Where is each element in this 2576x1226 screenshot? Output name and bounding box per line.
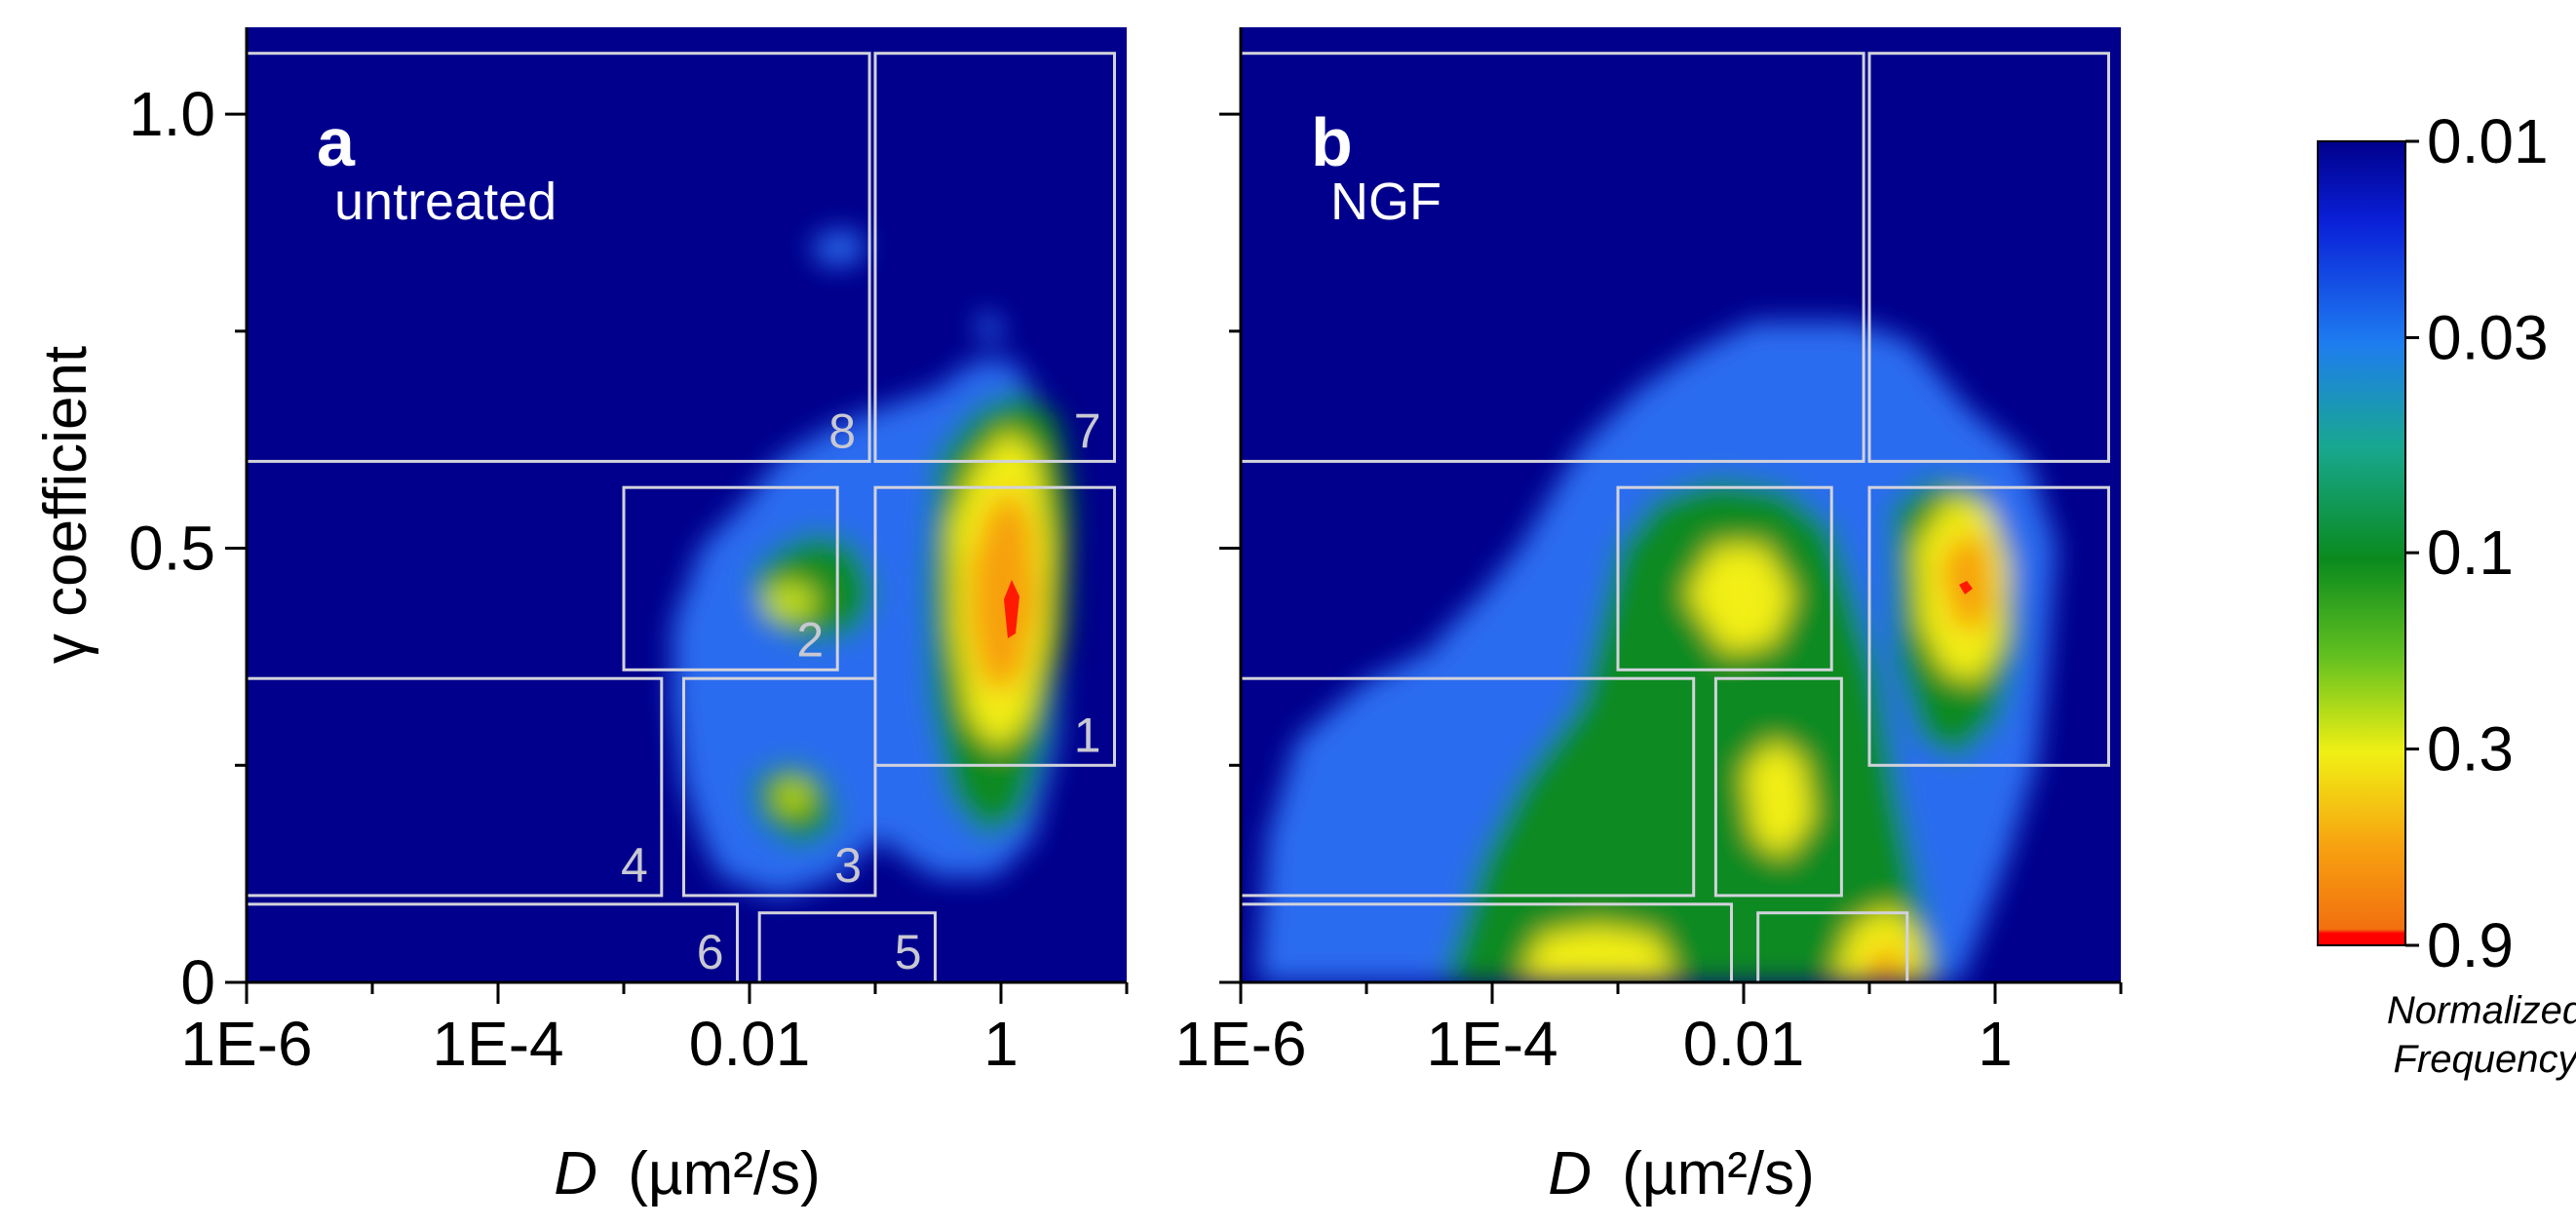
panel-b-x-tick-label: 0.01 <box>1683 1009 1805 1079</box>
panel-b-peak <box>1959 581 1973 594</box>
panel-b-condition: NGF <box>1330 172 1442 231</box>
colorbar-tick-label: 0.9 <box>2427 910 2514 980</box>
y-axis-title: γ coefficient <box>32 346 99 664</box>
panel-a-y-tick-label: 0.5 <box>129 514 215 584</box>
panel-a-region-label-1: 1 <box>1074 708 1101 762</box>
panel-a-condition: untreated <box>334 172 557 231</box>
panel-a-region-box-2 <box>622 485 839 671</box>
panel-a-region-label-6: 6 <box>697 925 724 979</box>
panel-a-region-label-7: 7 <box>1074 404 1101 459</box>
colorbar-title-line1: Normalized <box>2387 989 2576 1032</box>
panel-b-axes: 1E-6 1E-4 0.01 1 <box>1174 27 2123 1079</box>
panel-a-x-tick-label: 1E-6 <box>180 1009 312 1079</box>
panel-b-region-box-2 <box>1616 485 1833 671</box>
panel-b-x-tick-label: 1E-6 <box>1174 1009 1306 1079</box>
panel-b-x-axis-symbol: D <box>1548 1140 1592 1207</box>
colorbar-title-line2: Frequency <box>2394 1038 2576 1081</box>
panel-a-region-label-2: 2 <box>796 612 824 667</box>
panel-a-region-label-8: 8 <box>828 404 856 459</box>
panel-b-region-box-3 <box>1713 676 1843 898</box>
panel-a-region-label-4: 4 <box>621 838 648 893</box>
panel-a-region-box-7 <box>873 52 1116 463</box>
panel-a-axes: 1E-6 1E-4 0.01 1 0 0.5 1.0 <box>129 27 1129 1079</box>
panel-b-x-tick-label: 1E-4 <box>1426 1009 1557 1079</box>
panel-b-density <box>1257 322 2057 982</box>
colorbar-tick-label: 0.03 <box>2427 302 2549 372</box>
panel-a-x-tick-label: 0.01 <box>689 1009 811 1079</box>
panel-a: 1 2 3 4 5 6 7 8 a untreated 1E-6 1E-4 0.01 1 0 0.5 1.… <box>129 27 1129 1079</box>
panel-a-x-axis-symbol: D <box>554 1140 597 1207</box>
colorbar-tick-label: 0.1 <box>2427 517 2514 588</box>
panel-a-x-axis-unit: (µm²/s) <box>628 1140 821 1207</box>
panel-a-region-label-3: 3 <box>834 838 862 893</box>
panel-a-region-box-3 <box>682 676 877 898</box>
panel-b-x-tick-label: 1 <box>1978 1009 2013 1079</box>
panel-b-x-axis-unit: (µm²/s) <box>1622 1140 1815 1207</box>
panel-b-region-box-1 <box>1867 485 2110 767</box>
panel-a-x-tick-label: 1E-4 <box>432 1009 563 1079</box>
colorbar: 0.01 0.03 0.1 0.3 0.9 Normalized Frequency <box>2317 106 2576 1081</box>
panel-a-x-tick-label: 1 <box>983 1009 1019 1079</box>
panel-a-letter: a <box>317 104 356 180</box>
panel-b: b NGF 1E-6 1E-4 0.01 1 <box>1174 27 2123 1079</box>
panel-a-region-box-1 <box>873 485 1116 767</box>
panel-b-x-axis-title: D (µm²/s) <box>1548 1140 1815 1207</box>
colorbar-ticks: 0.01 0.03 0.1 0.3 0.9 <box>2405 106 2549 980</box>
panel-a-peak <box>1004 580 1019 638</box>
panel-a-y-tick-label: 0 <box>180 947 215 1017</box>
colorbar-tick-label: 0.01 <box>2427 106 2549 176</box>
panel-a-x-axis-title: D (µm²/s) <box>554 1140 821 1207</box>
colorbar-gradient <box>2317 140 2406 946</box>
panel-a-y-tick-label: 1.0 <box>129 79 215 149</box>
panel-a-region-label-5: 5 <box>895 925 922 979</box>
panel-b-region-box-7 <box>1867 52 2110 463</box>
colorbar-tick-label: 0.3 <box>2427 714 2514 785</box>
panel-b-letter: b <box>1311 104 1353 180</box>
panel-a-density <box>673 229 1072 897</box>
